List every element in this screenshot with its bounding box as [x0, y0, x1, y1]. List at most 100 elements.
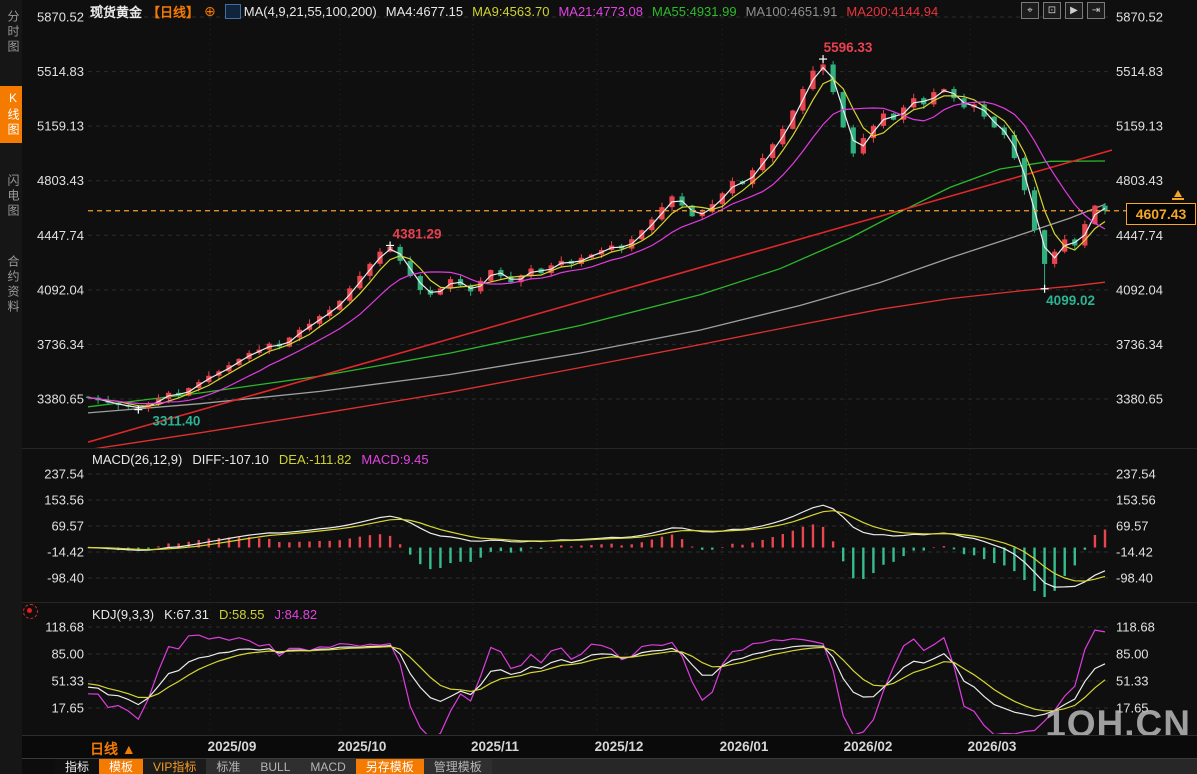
chart-toolbar: ⌖ ⊡ ▶ ⇥: [1021, 2, 1105, 19]
macd-diff-value: DIFF:-107.10: [192, 452, 269, 467]
period-badge[interactable]: 【日线】: [147, 4, 200, 20]
ma55-value: MA55:4931.99: [652, 3, 737, 19]
macd-header: MACD(26,12,9) DIFF:-107.10 DEA:-111.82 M…: [92, 452, 429, 467]
tab-macd[interactable]: MACD: [300, 759, 356, 774]
extreme-price-label: 5596.33: [824, 40, 873, 55]
axis-label: 4803.43: [1116, 173, 1163, 188]
kdj-panel: [87, 629, 1106, 734]
date-label: 2025/11: [470, 739, 520, 754]
gridlines: 5870.52 5870.52 5514.83 5514.83 5159.13 5159.…: [37, 10, 1163, 734]
play-chart-icon[interactable]: ▶: [1065, 2, 1083, 19]
tab-vip-indicator[interactable]: VIP指标: [143, 759, 207, 774]
sidebar-tab-contract-info[interactable]: 合约资料: [6, 255, 20, 315]
axis-label: 5514.83: [1116, 64, 1163, 79]
date-label: 2026/01: [719, 739, 769, 754]
extreme-price-label: 4381.29: [393, 226, 442, 241]
axis-label: 4447.74: [1116, 228, 1163, 243]
axis-label: 5870.52: [1116, 10, 1163, 25]
ma-line: [87, 78, 1106, 407]
axis-label: 5870.52: [37, 10, 84, 25]
overlay-MA200: [94, 281, 1106, 448]
axis-label: -98.40: [1116, 571, 1153, 586]
kdj-k-value: K:67.31: [164, 607, 209, 622]
date-label: 2025/09: [207, 739, 257, 754]
axis-label: 4803.43: [37, 173, 84, 188]
kdj-header: KDJ(9,3,3) K:67.31 D:58.55 J:84.82: [92, 607, 317, 622]
kdj-j-value: J:84.82: [274, 607, 318, 622]
ma100-value: MA100:4651.91: [745, 3, 838, 19]
macd-dea-value: DEA:-111.82: [278, 452, 352, 467]
tab-bull[interactable]: BULL: [250, 759, 301, 774]
axis-label: -98.40: [47, 571, 84, 586]
tab-save-template[interactable]: 另存模板: [355, 759, 424, 774]
date-label: 2026/03: [967, 739, 1017, 754]
panel-divider: [22, 602, 1197, 603]
tab-template[interactable]: 模板: [99, 759, 144, 774]
axis-label: 118.68: [45, 620, 84, 635]
date-label: 2026/02: [843, 739, 893, 754]
axis-label: 237.54: [44, 467, 84, 482]
axis-label: 153.56: [1116, 493, 1156, 508]
ma200-value: MA200:4144.94: [846, 3, 939, 19]
date-label: 2025/10: [337, 739, 387, 754]
axis-label: 4092.04: [37, 282, 84, 297]
alarm-dot-icon[interactable]: [23, 604, 38, 619]
axis-label: 3380.65: [1116, 391, 1163, 406]
axis-label: 85.00: [1116, 647, 1149, 662]
fit-chart-icon[interactable]: ⊡: [1043, 2, 1061, 19]
axis-label: 17.65: [1116, 701, 1149, 716]
extreme-price-label: 4099.02: [1046, 293, 1095, 308]
price-alert-icon[interactable]: [1172, 190, 1184, 201]
current-price-tag: 4607.43: [1126, 203, 1196, 225]
ma21-value: MA21:4773.08: [558, 3, 644, 19]
axis-label: -14.42: [1116, 545, 1153, 560]
macd-macd-value: MACD:9.45: [361, 452, 429, 467]
kdj-params: KDJ(9,3,3): [92, 607, 155, 622]
axis-label: 69.57: [1116, 519, 1149, 534]
axis-label: 51.33: [1116, 674, 1149, 689]
sidebar-tab-timeshare[interactable]: 分时图: [6, 10, 20, 55]
extreme-price-label: 3311.40: [152, 414, 200, 429]
tab-indicator[interactable]: 指标: [55, 759, 100, 774]
ma4-value: MA4:4677.15: [385, 3, 464, 19]
tab-standard[interactable]: 标准: [206, 759, 251, 774]
axis-label: 5159.13: [37, 119, 84, 134]
axis-label: 153.56: [44, 493, 84, 508]
toolbar-gap: [22, 759, 55, 774]
add-indicator-icon[interactable]: ⊕: [204, 2, 216, 19]
macd-params: MACD(26,12,9): [92, 452, 183, 467]
kdj-d-value: D:58.55: [218, 607, 265, 622]
symbol-name: 现货黄金: [90, 4, 143, 20]
main-price-panel: [86, 59, 1112, 448]
pan-icon[interactable]: ⌖: [1021, 2, 1039, 19]
ma-line: [87, 101, 1106, 405]
panel-divider: [22, 448, 1197, 449]
overlay-MA100: [87, 203, 1106, 414]
date-label: 2025/12: [594, 739, 644, 754]
axis-label: 51.33: [51, 674, 84, 689]
period-selector[interactable]: 日线 ▲: [90, 741, 136, 757]
axis-label: 237.54: [1116, 467, 1156, 482]
axis-label: 5514.83: [37, 64, 84, 79]
axis-label: -14.42: [47, 545, 84, 560]
sidebar-tab-kline[interactable]: K线图: [0, 86, 22, 143]
time-axis: 日线 ▲ 2025/09 2025/10 2025/11 2025/12 2026/01…: [22, 735, 1197, 758]
axis-label: 85.00: [51, 647, 84, 662]
axis-label: 4092.04: [1116, 282, 1163, 297]
axis-label: 118.68: [1116, 620, 1155, 635]
axis-label: 17.65: [51, 701, 84, 716]
sidebar-tab-lightning[interactable]: 闪电图: [6, 174, 20, 219]
axis-label: 3736.34: [1116, 337, 1163, 352]
mini-chart-icon: [90, 3, 241, 19]
exit-right-icon[interactable]: ⇥: [1087, 2, 1105, 19]
ma-params: MA(4,9,21,55,100,200): [243, 3, 377, 19]
chart-header: 现货黄金 【日线】 ⊕ MA(4,9,21,55,100,200) MA4:46…: [90, 2, 938, 20]
tab-manage-template[interactable]: 管理模板: [423, 759, 492, 774]
axis-label: 3380.65: [37, 391, 84, 406]
axis-label: 5159.13: [1116, 119, 1163, 134]
ma9-value: MA9:4563.70: [472, 3, 550, 19]
axis-label: 4447.74: [37, 228, 84, 243]
overlay-trendline: [87, 149, 1112, 443]
ma-line: [87, 66, 1106, 409]
